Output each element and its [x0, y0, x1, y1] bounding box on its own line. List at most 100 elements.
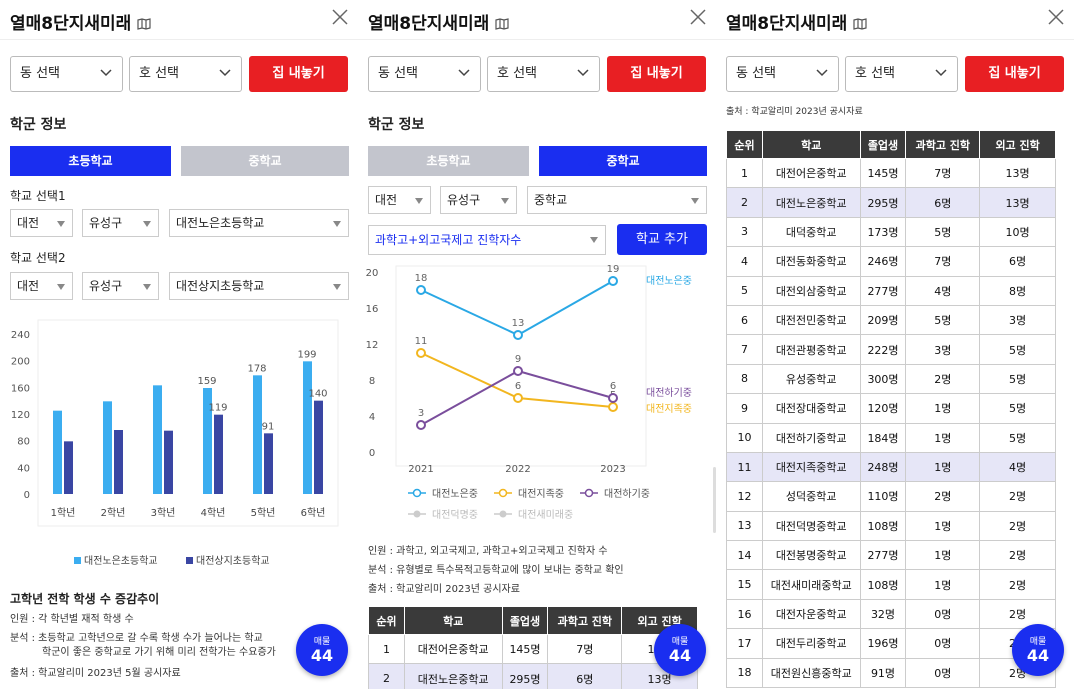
listing-badge[interactable]: 매물 44: [654, 624, 706, 676]
data-point: [513, 330, 523, 340]
legend-label: 대전상지초등학교: [196, 555, 270, 567]
map-icon[interactable]: [137, 18, 151, 30]
column-header[interactable]: 졸업생: [501, 606, 549, 635]
dropdown-arrow-icon: [590, 237, 598, 243]
school1-district-select[interactable]: 유성구: [82, 209, 159, 237]
district-select[interactable]: 유성구: [440, 186, 517, 214]
ho-select[interactable]: 호 선택: [129, 56, 242, 92]
school2-school-select[interactable]: 대전상지초등학교: [169, 272, 349, 300]
section-title: 학군 정보: [368, 117, 425, 133]
ho-select[interactable]: 호 선택: [487, 56, 600, 92]
data-label: 11: [415, 336, 428, 347]
column-header[interactable]: 학교: [403, 606, 503, 635]
table-cell: 248명: [859, 451, 907, 483]
column-header[interactable]: 학교: [761, 130, 861, 159]
table-row[interactable]: 11 대전지족중학교 248명 1명 4명: [726, 451, 1056, 483]
column-header[interactable]: 외고 진학: [979, 130, 1056, 159]
column-header[interactable]: 순위: [726, 130, 763, 159]
table-row[interactable]: 15 대전새미래중학교 108명 1명 2명: [726, 569, 1056, 600]
table-row[interactable]: 17대전두리중학교196명0명2명: [726, 628, 1056, 659]
close-icon[interactable]: [688, 7, 708, 27]
table-row[interactable]: 4 대전동화중학교 246명 7명 6명: [726, 246, 1056, 277]
note-source: 출처 : 학교알리미 2023년 공시자료: [726, 107, 863, 117]
badge-count: 44: [310, 646, 334, 665]
column-header[interactable]: 졸업생: [859, 130, 907, 159]
table-row[interactable]: 13 대전덕명중학교 108명 1명 2명: [726, 510, 1056, 542]
dong-select[interactable]: 동 선택: [726, 56, 839, 92]
listing-badge[interactable]: 매물 44: [296, 624, 348, 676]
table-row[interactable]: 9 대전장대중학교 120명 1명 5명: [726, 393, 1056, 424]
tab-middle[interactable]: 중학교: [539, 146, 707, 176]
listing-badge[interactable]: 매물 44: [1012, 624, 1064, 676]
y-tick-label: 40: [17, 463, 30, 474]
table-cell: 6: [726, 304, 763, 336]
table-cell: 12: [726, 481, 763, 512]
school1-school-select[interactable]: 대전노은초등학교: [169, 209, 349, 237]
legend-marker: [584, 488, 594, 498]
table-row[interactable]: 14 대전봉명중학교 277명 1명 2명: [726, 540, 1056, 571]
table-cell: 14: [726, 540, 763, 571]
close-icon[interactable]: [1046, 7, 1066, 27]
table-row[interactable]: 5 대전외삼중학교 277명 4명 8명: [726, 275, 1056, 306]
bar-series1: [253, 375, 262, 494]
map-icon[interactable]: [853, 18, 867, 30]
table-cell: 1명: [905, 510, 981, 542]
column-header[interactable]: 과학고 진학: [905, 130, 981, 159]
table-cell: 2명: [979, 510, 1056, 542]
x-tick-label: 2학년: [101, 507, 126, 519]
select-value: 중학교: [534, 193, 568, 207]
select-value: 대전: [17, 279, 40, 293]
table-cell: 성덕중학교: [761, 481, 861, 512]
table-cell: 5명: [979, 363, 1056, 395]
select-value: 유성구: [447, 193, 481, 207]
column-header[interactable]: 과학고 진학: [547, 606, 623, 635]
dong-select[interactable]: 동 선택: [368, 56, 481, 92]
sell-house-button[interactable]: 집 내놓기: [607, 56, 706, 92]
table-row[interactable]: 10 대전하기중학교 184명 1명 5명: [726, 422, 1056, 453]
map-icon[interactable]: [495, 18, 509, 30]
table-row[interactable]: 12 성덕중학교 110명 2명 2명: [726, 481, 1056, 512]
table-row[interactable]: 7 대전관평중학교 222명 3명 5명: [726, 334, 1056, 365]
legend-label-inactive: 대전덕명중: [432, 509, 478, 521]
title-text: 열매8단지새미래: [726, 14, 848, 34]
school1-city-select[interactable]: 대전: [10, 209, 73, 237]
school2-district-select[interactable]: 유성구: [82, 272, 159, 300]
table-cell: 2명: [979, 540, 1056, 571]
table-row[interactable]: 8 유성중학교 300명 2명 5명: [726, 363, 1056, 395]
scrollbar[interactable]: [713, 467, 716, 533]
table-row[interactable]: 2 대전노은중학교 295명 6명 13명: [726, 187, 1056, 218]
close-icon[interactable]: [330, 7, 350, 27]
table-cell: 6명: [547, 663, 623, 689]
table-cell: 7명: [547, 633, 623, 665]
table-cell: 유성중학교: [761, 363, 861, 395]
dong-select[interactable]: 동 선택: [10, 56, 123, 92]
metric-select[interactable]: 과학고+외고국제고 진학자수: [368, 225, 606, 255]
y-tick-label: 0: [24, 490, 30, 501]
add-school-button[interactable]: 학교 추가: [617, 224, 707, 255]
sell-house-button[interactable]: 집 내놓기: [249, 56, 348, 92]
school2-city-select[interactable]: 대전: [10, 272, 73, 300]
table-row[interactable]: 2 대전노은중학교 295명 6명 13명: [368, 663, 698, 689]
city-select[interactable]: 대전: [368, 186, 431, 214]
table-row[interactable]: 18 대전원신흥중학교 91명 0명 2명: [726, 657, 1056, 689]
table-cell: 13명: [979, 187, 1056, 218]
data-point: [608, 393, 618, 403]
table-row[interactable]: 3 대덕중학교 173명 5명 10명: [726, 216, 1056, 248]
tab-elementary[interactable]: 초등학교: [368, 146, 529, 176]
tab-middle[interactable]: 중학교: [181, 146, 349, 176]
table-row[interactable]: 16 대전자운중학교 32명 0명 2명: [726, 598, 1056, 630]
note-analysis: 분석 : 유형별로 특수목적고등학교에 많이 보내는 중학교 확인: [368, 565, 624, 576]
table-cell: 3: [726, 216, 763, 248]
table-cell: 대전동화중학교: [761, 246, 861, 277]
tab-elementary[interactable]: 초등학교: [10, 146, 171, 176]
ho-select[interactable]: 호 선택: [845, 56, 958, 92]
level-select[interactable]: 중학교: [527, 186, 707, 214]
note-people: 인원 : 각 학년별 재적 학생 수: [10, 614, 134, 625]
table-cell: 대전새미래중학교: [761, 569, 861, 600]
column-header[interactable]: 순위: [368, 606, 405, 635]
panel-middle: 열매8단지새미래 동 선택 호 선택 집 내놓기 학군 정보 초등학교 중학교 …: [358, 0, 716, 689]
table-row[interactable]: 6 대전전민중학교 209명 5명 3명: [726, 304, 1056, 336]
sell-house-button[interactable]: 집 내놓기: [965, 56, 1064, 92]
